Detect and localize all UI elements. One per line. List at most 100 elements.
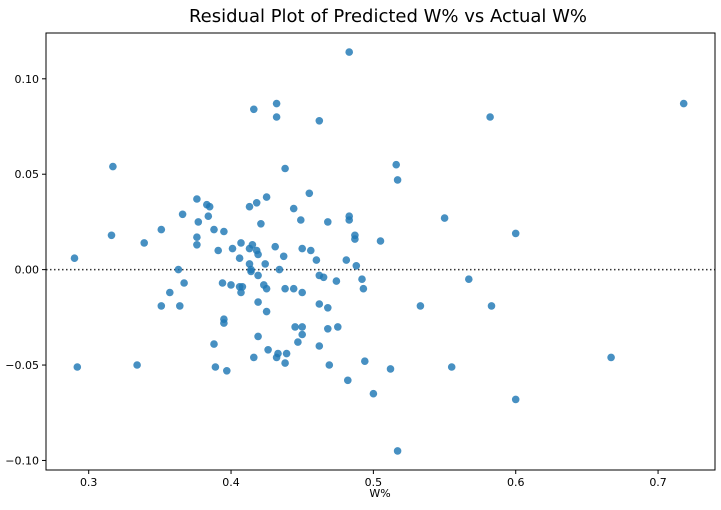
data-point [294, 338, 302, 346]
data-point [176, 302, 184, 310]
data-point [174, 265, 183, 274]
data-point [247, 265, 255, 274]
data-point [262, 193, 271, 201]
data-point [298, 244, 307, 253]
data-point [235, 254, 244, 262]
y-axis: −0.10 −0.05 0.00 0.05 0.10 [5, 73, 46, 467]
data-point [107, 231, 116, 240]
data-point [157, 302, 166, 310]
data-point [245, 202, 254, 211]
data-point [393, 447, 402, 455]
data-point [332, 277, 341, 285]
data-point [193, 241, 201, 249]
data-point [254, 332, 262, 341]
data-point [262, 307, 271, 316]
data-point [369, 389, 378, 398]
data-point [220, 319, 228, 327]
data-point [272, 113, 281, 121]
data-point [361, 357, 369, 366]
data-point [607, 353, 615, 362]
data-point [73, 363, 82, 371]
data-point [324, 218, 332, 226]
data-point [298, 323, 307, 331]
data-point [358, 275, 366, 284]
data-point [511, 395, 520, 404]
data-point [315, 300, 324, 308]
data-point [178, 210, 187, 219]
data-point [204, 212, 213, 220]
data-point [70, 254, 79, 262]
data-point [210, 225, 218, 234]
data-point [193, 233, 201, 241]
data-point [274, 349, 282, 358]
data-point [487, 302, 496, 310]
data-point [250, 353, 258, 362]
data-point [218, 279, 227, 287]
y-tick-label: 0.00 [15, 264, 40, 277]
data-point [289, 284, 298, 293]
data-point [194, 218, 203, 226]
data-point [180, 279, 188, 287]
data-point [193, 195, 201, 203]
y-tick-label: 0.10 [15, 73, 40, 86]
data-point [109, 162, 117, 171]
data-point [344, 376, 352, 385]
data-point [281, 284, 289, 293]
data-point [250, 105, 258, 114]
chart-title: Residual Plot of Predicted W% vs Actual … [189, 6, 587, 27]
data-point [315, 342, 324, 350]
data-point [223, 367, 231, 375]
data-point [334, 323, 342, 331]
data-point [345, 216, 354, 224]
data-point [312, 256, 321, 264]
data-point [237, 288, 245, 297]
data-point [238, 283, 247, 291]
data-point [205, 202, 214, 211]
data-point [210, 340, 218, 348]
data-point [447, 363, 456, 371]
data-point [679, 99, 688, 108]
data-point [220, 227, 228, 236]
data-point [281, 359, 289, 367]
data-point [319, 273, 328, 282]
y-tick-label: −0.10 [5, 454, 39, 467]
data-point [325, 361, 334, 369]
data-point [359, 284, 368, 293]
data-point [261, 260, 270, 268]
data-point [351, 235, 359, 243]
data-point [271, 242, 280, 251]
data-point [257, 220, 265, 228]
data-point [275, 265, 284, 274]
data-point [289, 204, 298, 213]
data-point [342, 256, 351, 264]
x-tick-label: 0.6 [507, 476, 525, 489]
data-point [324, 304, 332, 312]
data-point [254, 250, 262, 259]
data-point [237, 239, 245, 247]
data-point [307, 246, 315, 255]
data-point [254, 298, 262, 306]
x-axis-label: W% [369, 487, 390, 500]
data-point [214, 246, 222, 255]
data-point [133, 361, 141, 369]
data-point [376, 237, 385, 245]
x-tick-label: 0.3 [80, 476, 98, 489]
data-point [272, 99, 281, 108]
data-point [245, 260, 254, 268]
data-point [291, 323, 299, 331]
data-point [440, 214, 449, 222]
data-point [282, 349, 291, 358]
data-point [211, 363, 220, 371]
data-points [70, 48, 688, 455]
x-axis: 0.3 0.4 0.5 0.6 0.7 [80, 470, 667, 489]
data-point [252, 199, 261, 207]
data-point [511, 229, 520, 238]
plot-area-frame [45, 32, 716, 471]
data-point [393, 176, 402, 184]
data-point [386, 365, 395, 373]
data-point [352, 262, 361, 270]
data-point [345, 48, 354, 56]
data-point [315, 117, 324, 125]
data-point [305, 189, 314, 198]
